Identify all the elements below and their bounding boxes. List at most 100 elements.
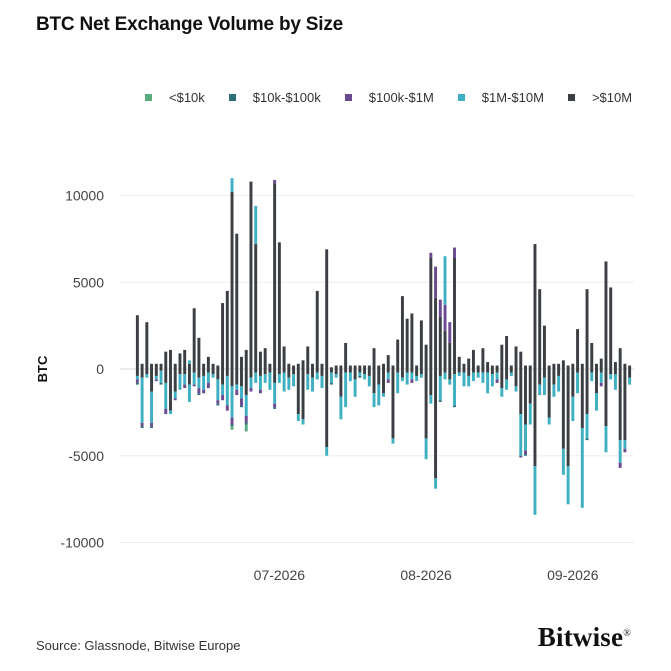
bar-segment: [230, 178, 234, 193]
bar-segment: [169, 349, 172, 369]
bar-segment: [296, 369, 300, 415]
bar-segment: [377, 365, 381, 369]
bar-segment: [244, 395, 248, 416]
bar-segment: [434, 369, 438, 479]
bar-segment: [486, 362, 490, 369]
bar-segment: [178, 369, 182, 375]
bar-segment: [542, 377, 546, 396]
bar-segment: [287, 377, 291, 390]
bar-segment: [500, 344, 504, 369]
bar-segment: [505, 336, 509, 369]
bar-segment: [367, 365, 371, 369]
bar-segment: [595, 363, 598, 369]
bar-segment: [552, 384, 556, 397]
bar-segment: [230, 417, 234, 425]
bar-segment: [192, 369, 196, 373]
bar-segment: [438, 316, 442, 369]
bar-segment: [240, 398, 243, 406]
bar-segment: [519, 414, 523, 456]
bar-segment: [557, 363, 561, 369]
bar-segment: [258, 351, 262, 369]
bar-segment: [268, 372, 272, 390]
bar-segment: [206, 382, 210, 389]
bar-segment: [509, 369, 513, 373]
bar-segment: [348, 365, 352, 369]
bar-segment: [254, 369, 258, 373]
bar-segment: [585, 289, 589, 369]
legend-item-over-10m: >$10M: [567, 90, 633, 105]
bar-segment: [240, 405, 243, 408]
x-tick-label: 07-2026: [254, 567, 306, 583]
bar-segment: [471, 372, 475, 382]
bar-segment: [382, 363, 385, 369]
bar-segment: [372, 369, 376, 394]
bar-segment: [353, 365, 357, 369]
bar-segment: [197, 377, 201, 389]
bar-segment: [221, 369, 225, 385]
bar-segment: [192, 384, 196, 387]
bar-segment: [268, 369, 272, 373]
bar-segment: [325, 369, 329, 448]
bar-segment: [623, 448, 627, 453]
bar-segment: [329, 382, 333, 385]
bar-segment: [159, 363, 163, 369]
bar-segment: [443, 330, 447, 369]
bar-segment: [561, 369, 565, 449]
bar-segment: [453, 369, 456, 375]
legend-label: $10k-$100k: [252, 90, 321, 105]
bar-segment: [538, 384, 542, 396]
bar-segment: [467, 358, 471, 369]
bar-segment: [495, 372, 499, 380]
bar-segment: [580, 363, 584, 369]
bar-segment: [344, 369, 348, 373]
bar-segment: [490, 374, 494, 387]
x-axis-ticks: 07-2026 08-2026 09-2026: [254, 567, 599, 583]
bar-segment: [419, 369, 423, 375]
brand-logo: Bitwise®: [538, 622, 631, 653]
bar-segment: [599, 369, 603, 373]
bar-segment: [140, 369, 144, 378]
bar-segment: [571, 396, 575, 422]
bar-segment: [353, 379, 357, 397]
bar-segment: [400, 377, 404, 382]
legend-label: >$10M: [591, 90, 633, 105]
bar-segment: [344, 372, 348, 408]
chart-title: BTC Net Exchange Volume by Size: [36, 14, 344, 35]
bar-segment: [386, 355, 390, 369]
bar-segment: [448, 322, 452, 343]
bar-segment: [353, 369, 357, 380]
bar-segment: [254, 244, 258, 369]
bar-segment: [391, 438, 395, 444]
bar-segment: [306, 374, 310, 390]
bar-segment: [434, 297, 438, 369]
bar-segment: [178, 374, 182, 390]
bar-segment: [552, 363, 556, 369]
bar-segment: [509, 365, 513, 369]
bar-segment: [509, 372, 513, 376]
bar-segment: [599, 358, 603, 369]
bar-segment: [467, 375, 471, 387]
bar-segment: [150, 391, 154, 423]
bar-segment: [405, 369, 409, 373]
bar-segment: [391, 369, 395, 439]
bar-segment: [173, 391, 177, 399]
bar-segment: [301, 369, 305, 420]
bar-segment: [500, 388, 504, 397]
bar-segment: [457, 356, 461, 369]
bar-segment: [329, 369, 333, 373]
bar-segment: [249, 377, 253, 389]
bar-segment: [495, 369, 499, 373]
bar-segment: [292, 365, 296, 369]
bar-segment: [187, 360, 191, 364]
bar-segment: [623, 369, 627, 441]
bar-segment: [524, 450, 527, 455]
bar-segment: [585, 414, 589, 439]
bar-segment: [438, 369, 442, 376]
bar-segment: [240, 356, 243, 369]
bar-segment: [315, 290, 319, 369]
bar-segment: [377, 384, 381, 406]
bar-segment: [348, 369, 352, 373]
bar-segment: [154, 363, 158, 369]
bar-segment: [396, 339, 400, 369]
bar-segment: [500, 369, 504, 389]
